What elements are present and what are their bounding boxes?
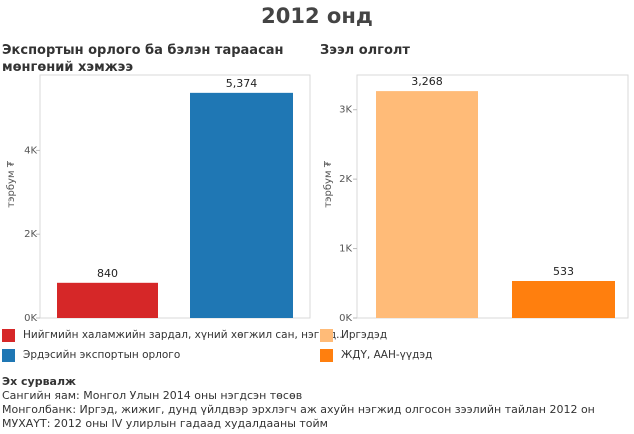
right-bar-value-label: 533 — [553, 265, 574, 278]
right-bar — [376, 91, 478, 319]
right-bar — [512, 280, 615, 318]
left-y-axis-label: тэрбум ₮ — [6, 160, 17, 207]
right-y-tick-label: 0K — [339, 313, 352, 324]
right-legend-swatch — [320, 348, 333, 362]
left-plot-frame — [39, 74, 311, 319]
left-bar — [57, 282, 158, 318]
right-y-axis-label: тэрбум ₮ — [323, 160, 334, 207]
source-line: Монголбанк: Иргэд, жижиг, дунд үйлдвэр э… — [2, 403, 595, 416]
right-legend-swatch — [320, 328, 333, 342]
right-plot-frame — [356, 74, 629, 319]
source-line: МУХАҮТ: 2012 оны IV улирлын гадаад худал… — [2, 417, 328, 430]
left-legend-label: Эрдэсийн экспортын орлого — [23, 349, 181, 361]
left-legend-swatch — [2, 328, 15, 342]
left-bar-value-label: 5,374 — [226, 77, 258, 90]
left-legend-item: Нийгмийн халамжийн зардал, хүний хөгжил … — [2, 325, 343, 345]
legend-right: Иргэдэд ЖДҮ, ААН-үүдэд — [320, 325, 432, 365]
right-chart-title: Зээл олголт — [320, 43, 410, 58]
right-y-tick-label: 2K — [339, 174, 352, 185]
left-chart-title: Экспортын орлого ба бэлэн тараасан мөнгө… — [2, 43, 284, 75]
sources: Эх сурвалж Сангийн яам: Монгол Улын 2014… — [2, 375, 595, 431]
sources-title: Эх сурвалж — [2, 375, 76, 388]
right-bar-value-label: 3,268 — [411, 75, 443, 88]
right-legend-label: Иргэдэд — [341, 329, 388, 341]
left-legend-item: Эрдэсийн экспортын орлого — [2, 345, 343, 365]
left-y-tick-label: 0K — [24, 313, 37, 324]
right-legend-item: ЖДҮ, ААН-үүдэд — [320, 345, 432, 365]
source-line: Сангийн яам: Монгол Улын 2014 оны нэгдсэ… — [2, 389, 303, 402]
right-legend-label: ЖДҮ, ААН-үүдэд — [341, 349, 433, 361]
legend-left: Нийгмийн халамжийн зардал, хүний хөгжил … — [2, 325, 343, 365]
left-y-tick-label: 4K — [24, 145, 37, 156]
left-legend-swatch — [2, 348, 15, 362]
right-legend-item: Иргэдэд — [320, 325, 432, 345]
left-y-tick-label: 2K — [24, 229, 37, 240]
left-legend-label: Нийгмийн халамжийн зардал, хүний хөгжил … — [23, 329, 343, 341]
left-bar — [190, 92, 293, 318]
main-title: 2012 онд — [261, 4, 373, 28]
left-bar-value-label: 840 — [97, 267, 118, 280]
right-y-tick-label: 1K — [339, 244, 352, 255]
right-y-tick-label: 3K — [339, 105, 352, 116]
